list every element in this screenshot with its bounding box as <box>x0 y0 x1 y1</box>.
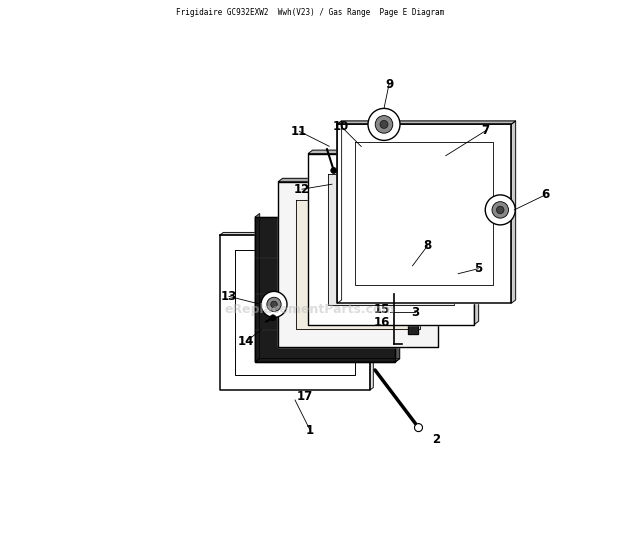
Text: 15: 15 <box>374 303 390 316</box>
Polygon shape <box>296 200 420 329</box>
Circle shape <box>485 195 515 225</box>
Text: 1: 1 <box>306 424 314 437</box>
Circle shape <box>261 292 287 317</box>
Polygon shape <box>220 232 373 235</box>
Polygon shape <box>370 232 373 390</box>
Text: eReplacementParts.com: eReplacementParts.com <box>224 303 396 316</box>
Polygon shape <box>328 174 454 305</box>
Circle shape <box>271 301 277 308</box>
Polygon shape <box>308 154 474 324</box>
Circle shape <box>270 315 276 321</box>
Circle shape <box>330 168 337 174</box>
Polygon shape <box>220 235 370 390</box>
Polygon shape <box>407 199 417 334</box>
Polygon shape <box>308 150 479 154</box>
Polygon shape <box>396 213 400 362</box>
Polygon shape <box>255 217 396 362</box>
Text: Frigidaire GC932EXW2  Wwh(V23) / Gas Range  Page E Diagram: Frigidaire GC932EXW2 Wwh(V23) / Gas Rang… <box>176 8 444 17</box>
Polygon shape <box>255 358 400 362</box>
Text: 12: 12 <box>294 183 310 196</box>
Text: 11: 11 <box>291 125 308 138</box>
Circle shape <box>380 120 388 128</box>
Text: 5: 5 <box>474 262 482 275</box>
Circle shape <box>267 297 281 312</box>
Circle shape <box>492 202 508 218</box>
Text: 13: 13 <box>221 290 237 303</box>
Polygon shape <box>337 121 342 303</box>
Text: 8: 8 <box>423 239 432 252</box>
Text: 6: 6 <box>541 189 549 202</box>
Polygon shape <box>278 182 438 347</box>
Text: 7: 7 <box>482 124 490 137</box>
Circle shape <box>415 424 422 432</box>
Polygon shape <box>337 121 516 125</box>
Text: 16: 16 <box>374 316 390 329</box>
Circle shape <box>368 108 400 140</box>
Text: 17: 17 <box>297 390 313 403</box>
Text: 14: 14 <box>238 335 254 348</box>
Polygon shape <box>278 178 443 182</box>
Polygon shape <box>474 150 479 324</box>
Text: 9: 9 <box>385 78 393 91</box>
Polygon shape <box>337 125 512 303</box>
Circle shape <box>497 206 504 213</box>
Polygon shape <box>255 213 260 362</box>
Text: 2: 2 <box>432 433 441 446</box>
Text: 3: 3 <box>411 306 419 319</box>
Circle shape <box>375 115 393 133</box>
Polygon shape <box>512 121 516 303</box>
Text: 10: 10 <box>333 120 350 133</box>
